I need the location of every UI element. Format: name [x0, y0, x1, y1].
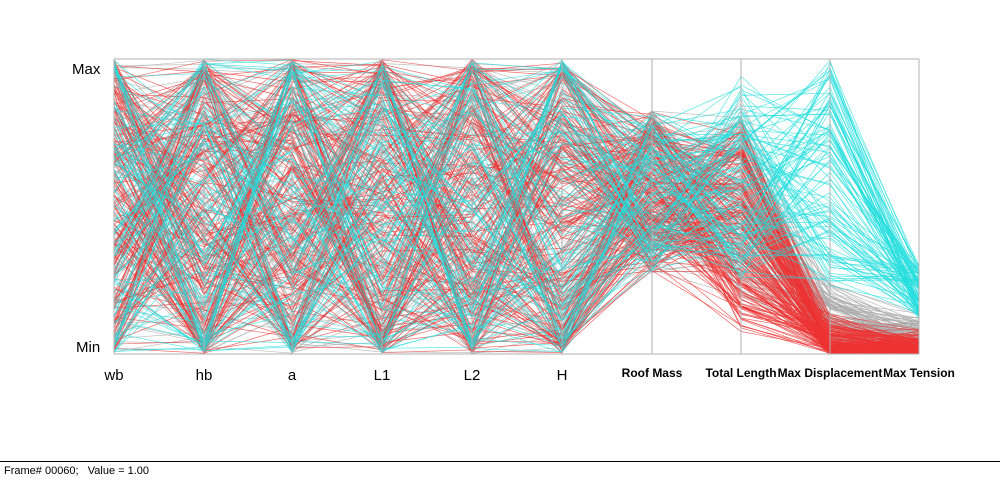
data-polyline — [113, 86, 920, 321]
data-polyline — [113, 94, 920, 281]
data-polyline — [113, 72, 920, 312]
data-polyline — [113, 60, 920, 351]
data-polyline — [113, 78, 920, 348]
data-polyline — [113, 85, 920, 347]
data-polyline — [113, 116, 920, 343]
data-polyline — [113, 62, 920, 347]
polyline-group — [113, 58, 920, 355]
axis-label: L1 — [374, 367, 391, 384]
data-polyline — [113, 59, 920, 342]
data-polyline — [113, 76, 920, 353]
data-polyline — [113, 85, 920, 342]
data-polyline — [113, 132, 920, 352]
data-polyline — [113, 61, 920, 346]
data-polyline — [113, 144, 920, 354]
data-polyline — [113, 143, 920, 352]
data-polyline — [113, 165, 920, 344]
axis-label: hb — [196, 367, 213, 384]
data-polyline — [113, 125, 920, 345]
data-polyline — [113, 70, 920, 328]
axis-label: a — [288, 367, 297, 384]
data-polyline — [113, 67, 920, 352]
data-polyline — [113, 66, 920, 288]
data-polyline — [113, 61, 920, 302]
axis-label: Max Displacement — [778, 366, 883, 380]
axes-group: wb hb a L1 L2 H Roof Mass Total Length Max Displ… — [103, 59, 955, 384]
axis-max-label: Max — [72, 61, 101, 78]
data-polyline — [113, 78, 920, 313]
data-polyline — [113, 119, 920, 352]
data-polyline — [113, 70, 920, 346]
data-polyline — [113, 65, 920, 348]
data-polyline — [113, 66, 920, 335]
data-polyline — [113, 107, 920, 354]
data-polyline — [113, 60, 920, 327]
data-polyline — [113, 62, 920, 335]
data-polyline — [113, 137, 920, 306]
data-polyline — [113, 84, 920, 347]
data-polyline — [113, 85, 920, 354]
data-polyline — [113, 66, 920, 352]
data-polyline — [113, 107, 920, 282]
data-polyline — [113, 63, 920, 318]
status-bar: Frame# 00060; Value = 1.00 — [0, 461, 1000, 480]
data-polyline — [113, 108, 920, 352]
data-polyline — [113, 76, 920, 341]
data-polyline — [113, 72, 920, 355]
data-polyline — [113, 71, 920, 354]
data-polyline — [113, 121, 920, 352]
data-polyline — [113, 59, 920, 345]
data-polyline — [113, 69, 920, 354]
data-polyline — [113, 65, 920, 351]
data-polyline — [113, 65, 920, 287]
axis-label: wb — [103, 367, 123, 384]
data-polyline — [113, 63, 920, 340]
data-polyline — [113, 62, 920, 352]
plot-frame — [114, 58, 919, 355]
data-polyline — [113, 89, 920, 353]
axis-label: H — [557, 367, 568, 384]
data-polyline — [113, 143, 920, 353]
data-polyline — [113, 65, 920, 332]
data-polyline — [113, 100, 920, 351]
data-polyline — [113, 67, 920, 347]
axis-label: Total Length — [705, 366, 776, 380]
data-polyline — [113, 75, 920, 345]
data-polyline — [113, 68, 920, 306]
data-polyline — [113, 65, 920, 342]
data-polyline — [113, 110, 920, 311]
data-polyline — [113, 59, 919, 355]
data-polyline — [113, 62, 920, 291]
parallel-coordinates-plot: wb hb a L1 L2 H Roof Mass Total Length Max Displ… — [72, 58, 955, 384]
data-polyline — [113, 122, 920, 347]
axis-label: Max Tension — [883, 366, 955, 380]
data-polyline — [113, 64, 920, 282]
data-polyline — [113, 71, 920, 352]
data-polyline — [113, 65, 920, 338]
data-polyline — [113, 105, 920, 334]
axis-label: L2 — [464, 367, 481, 384]
axis-label: Roof Mass — [622, 366, 683, 380]
data-polyline — [113, 72, 920, 352]
data-polyline — [113, 78, 920, 345]
data-polyline — [113, 60, 920, 352]
status-text: Frame# 00060; Value = 1.00 — [4, 465, 150, 477]
axis-min-label: Min — [76, 339, 100, 356]
data-polyline — [113, 101, 920, 355]
data-polyline — [113, 118, 920, 354]
data-polyline — [113, 66, 920, 349]
data-polyline — [113, 69, 920, 304]
